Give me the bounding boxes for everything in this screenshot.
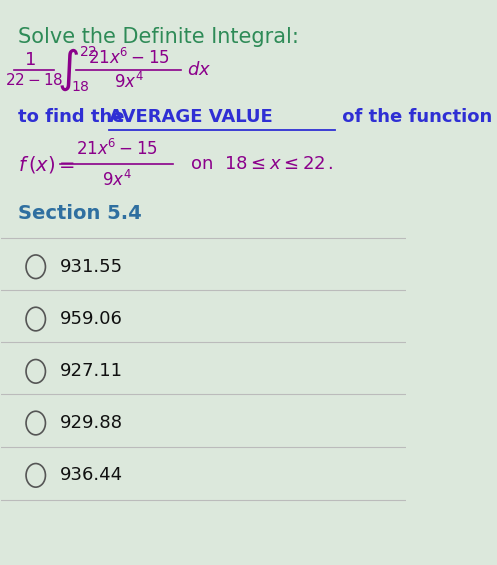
Text: $dx$: $dx$ [187, 61, 212, 79]
Text: on  $18 \leq x \leq 22\,.$: on $18 \leq x \leq 22\,.$ [179, 155, 334, 173]
Text: 936.44: 936.44 [60, 466, 123, 484]
Text: 959.06: 959.06 [60, 310, 123, 328]
Text: of the function: of the function [336, 108, 493, 125]
Text: Section 5.4: Section 5.4 [17, 205, 141, 223]
Text: $1$: $1$ [24, 51, 36, 69]
Text: $\int$: $\int$ [57, 47, 79, 93]
Text: 929.88: 929.88 [60, 414, 123, 432]
Text: $9x^4$: $9x^4$ [101, 170, 132, 190]
Text: 931.55: 931.55 [60, 258, 123, 276]
Text: $21x^6-15$: $21x^6-15$ [88, 47, 169, 68]
Text: $21x^6-15$: $21x^6-15$ [76, 138, 158, 159]
Text: to find the: to find the [17, 108, 130, 125]
Text: $22$: $22$ [79, 45, 97, 59]
Text: AVERAGE VALUE: AVERAGE VALUE [108, 108, 272, 125]
Text: $9x^4$: $9x^4$ [114, 72, 144, 92]
Text: $18$: $18$ [71, 80, 89, 94]
Text: $22-18$: $22-18$ [4, 72, 63, 88]
Text: Solve the Definite Integral:: Solve the Definite Integral: [17, 27, 298, 47]
Text: 927.11: 927.11 [60, 362, 123, 380]
Text: $f\,(x) =$: $f\,(x) =$ [17, 154, 75, 175]
